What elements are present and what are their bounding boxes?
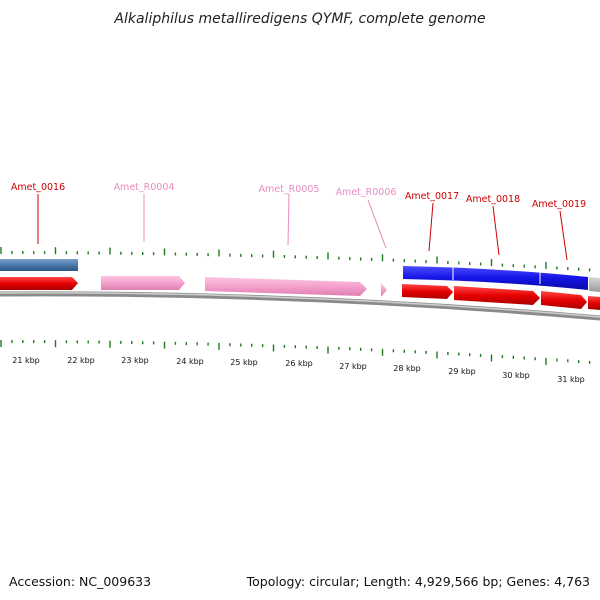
gene-arrow-amet-0016 (0, 277, 78, 290)
kbp-label: 25 kbp (230, 358, 258, 367)
gene-label-amet-r0006: Amet_R0006 (336, 187, 397, 198)
rna-arrow-amet-r0006 (381, 283, 387, 297)
backbone (0, 291, 600, 321)
gene-label-amet-0018: Amet_0018 (466, 194, 520, 205)
tick-marks-top (0, 247, 591, 272)
kbp-label: 23 kbp (121, 356, 149, 365)
gene-arrow-amet-0017 (402, 284, 453, 299)
cog-block-steel (0, 259, 78, 271)
gene-label-amet-r0005: Amet_R0005 (259, 184, 320, 195)
kbp-label: 30 kbp (502, 371, 530, 380)
kbp-label: 26 kbp (285, 359, 313, 368)
gene-label-amet-0019: Amet_0019 (532, 199, 586, 210)
rna-arrow-amet-r0004 (101, 276, 185, 290)
kbp-label: 27 kbp (339, 362, 367, 371)
gene-arrow-next (588, 296, 600, 310)
gene-label-amet-0016: Amet_0016 (11, 182, 65, 193)
gene-label-amet-r0004: Amet_R0004 (114, 182, 175, 193)
kbp-label: 22 kbp (67, 356, 95, 365)
gene-labels: Amet_0016 Amet_R0004 Amet_R0005 Amet_R00… (11, 182, 586, 261)
gene-arrow-amet-0019 (541, 291, 587, 309)
kbp-label: 31 kbp (557, 375, 585, 384)
feature-track (0, 276, 600, 310)
kbp-label: 24 kbp (176, 357, 204, 366)
tick-marks-bottom (0, 340, 591, 365)
gene-label-amet-0017: Amet_0017 (405, 191, 459, 202)
accession-text: Accession: NC_009633 (9, 574, 151, 589)
genome-summary-text: Topology: circular; Length: 4,929,566 bp… (246, 574, 590, 589)
kbp-labels: 21 kbp 22 kbp 23 kbp 24 kbp 25 kbp 26 kb… (12, 356, 585, 384)
map-title: Alkaliphilus metalliredigens QYMF, compl… (113, 11, 485, 27)
rna-arrow-amet-r0005 (205, 277, 367, 296)
kbp-label: 29 kbp (448, 367, 476, 376)
cog-block-grey (589, 277, 600, 292)
cog-track (0, 259, 600, 292)
gene-arrow-amet-0018 (454, 286, 540, 305)
kbp-label: 28 kbp (393, 364, 421, 373)
cog-block-blue (403, 266, 588, 290)
kbp-label: 21 kbp (12, 356, 40, 365)
